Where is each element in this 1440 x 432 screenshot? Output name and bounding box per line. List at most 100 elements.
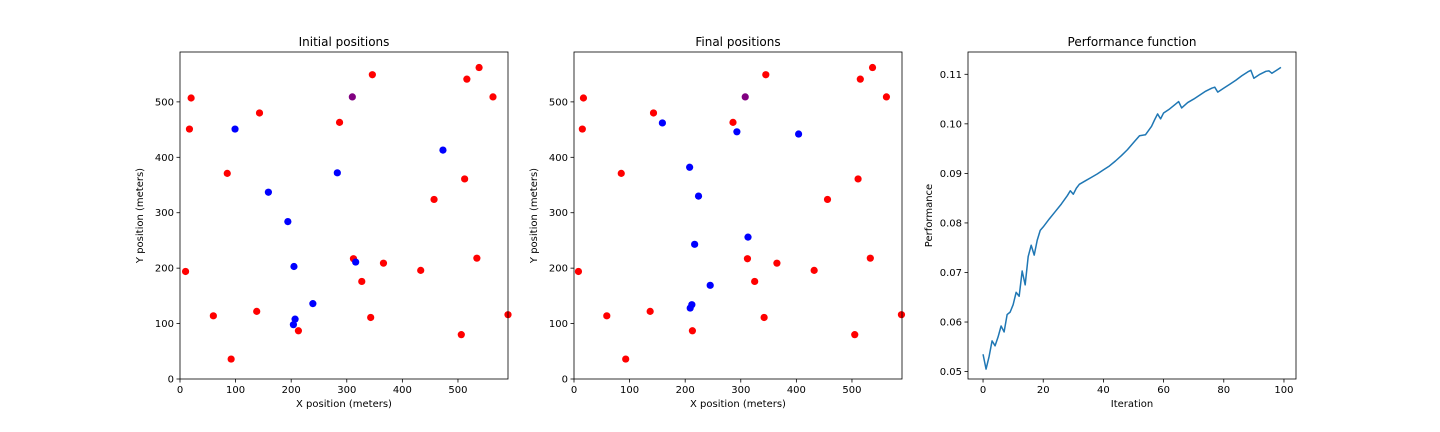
series-line	[982, 66, 1282, 370]
x-axis-label: X position (meters)	[690, 399, 786, 410]
x-tick-label: 300	[731, 385, 750, 396]
plot-area	[982, 66, 1282, 370]
scatter-point	[439, 146, 447, 154]
scatter-point	[579, 94, 588, 102]
axes-frame	[967, 51, 1297, 380]
initial-positions-chart: Initial positions X position (meters) Y …	[135, 35, 512, 410]
x-tick-label: 500	[842, 385, 861, 396]
y-axis-label: Y position (meters)	[135, 168, 146, 264]
x-tick-label: 100	[1274, 385, 1293, 396]
scatter-point	[760, 313, 768, 322]
x-tick-label: 100	[226, 385, 245, 396]
scatter-point	[691, 240, 699, 248]
scatter-point	[649, 109, 658, 117]
scatter-point	[773, 259, 781, 267]
scatter-point	[290, 262, 298, 271]
chart-title: Performance function	[1068, 35, 1197, 49]
scatter-point	[457, 331, 465, 339]
x-tick-label: 300	[337, 385, 356, 396]
scatter-point	[868, 63, 877, 72]
y-tick-label: 0.08	[940, 218, 962, 229]
scatter-point	[741, 93, 749, 101]
scatter-point	[794, 130, 803, 138]
scatter-point	[686, 163, 694, 171]
scatter-point	[352, 258, 360, 266]
scatter-point	[255, 109, 264, 117]
scatter-point	[617, 169, 625, 177]
scatter-point	[294, 327, 303, 335]
scatter-point	[856, 75, 864, 83]
x-axis-label: X position (meters)	[296, 399, 392, 410]
scatter-point	[264, 188, 272, 196]
x-tick-label: 0	[177, 385, 183, 396]
scatter-point	[694, 192, 703, 200]
scatter-point	[379, 259, 388, 267]
y-tick-label: 0.06	[940, 318, 962, 329]
scatter-point	[181, 267, 190, 276]
scatter-point	[291, 315, 299, 323]
x-tick-label: 0	[980, 385, 986, 396]
scatter-point	[729, 118, 737, 126]
scatter-point	[335, 118, 344, 126]
chart-title: Initial positions	[299, 35, 390, 49]
y-tick-label: 300	[155, 208, 174, 219]
scatter-point	[578, 125, 586, 133]
scatter-point	[489, 93, 497, 101]
scatter-point	[417, 266, 425, 274]
axes-frame	[179, 51, 509, 380]
y-axis-label: Performance	[924, 184, 935, 247]
chart-title: Final positions	[695, 35, 780, 49]
y-tick-label: 200	[549, 264, 568, 275]
x-tick-label: 60	[1157, 385, 1170, 396]
scatter-point	[185, 125, 194, 133]
x-tick-label: 100	[620, 385, 639, 396]
scatter-point	[688, 301, 696, 309]
x-tick-label: 80	[1217, 385, 1230, 396]
scatter-point	[762, 71, 770, 79]
scatter-point	[851, 331, 859, 339]
y-tick-label: 0.10	[940, 119, 962, 130]
scatter-point	[688, 327, 697, 335]
scatter-point	[367, 313, 375, 322]
y-tick-label: 300	[549, 208, 568, 219]
scatter-point	[603, 312, 611, 320]
scatter-point	[854, 175, 862, 183]
scatter-point	[733, 128, 741, 136]
y-tick-label: 0.07	[940, 268, 962, 279]
scatter-point	[882, 93, 891, 101]
scatter-point	[810, 266, 818, 274]
y-tick-label: 500	[549, 97, 568, 108]
scatter-point	[209, 312, 217, 320]
scatter-point	[897, 311, 906, 319]
x-tick-label: 20	[1037, 385, 1050, 396]
scatter-point	[463, 75, 471, 83]
y-tick-label: 100	[549, 319, 568, 330]
scatter-point	[461, 175, 469, 183]
y-tick-label: 0.05	[940, 367, 962, 378]
x-tick-label: 400	[787, 385, 806, 396]
y-tick-label: 100	[155, 319, 174, 330]
y-tick-label: 0.09	[940, 169, 962, 180]
plot-area	[574, 63, 906, 363]
x-tick-label: 0	[571, 385, 577, 396]
y-tick-label: 400	[549, 153, 568, 164]
scatter-point	[473, 254, 481, 262]
scatter-point	[430, 195, 438, 204]
x-axis-label: Iteration	[1111, 399, 1153, 410]
scatter-point	[658, 119, 666, 127]
scatter-point	[706, 281, 714, 289]
y-tick-label: 400	[155, 153, 174, 164]
scatter-point	[574, 267, 583, 276]
scatter-point	[368, 71, 376, 79]
scatter-point	[284, 217, 292, 226]
performance-function-chart: Performance function Iteration Performan…	[924, 35, 1297, 410]
axes-frame	[573, 51, 903, 380]
scatter-point	[751, 277, 759, 286]
y-tick-label: 500	[155, 97, 174, 108]
x-tick-label: 200	[676, 385, 695, 396]
x-tick-label: 200	[282, 385, 301, 396]
scatter-point	[823, 195, 832, 204]
scatter-point	[187, 94, 195, 102]
scatter-point	[358, 277, 366, 286]
